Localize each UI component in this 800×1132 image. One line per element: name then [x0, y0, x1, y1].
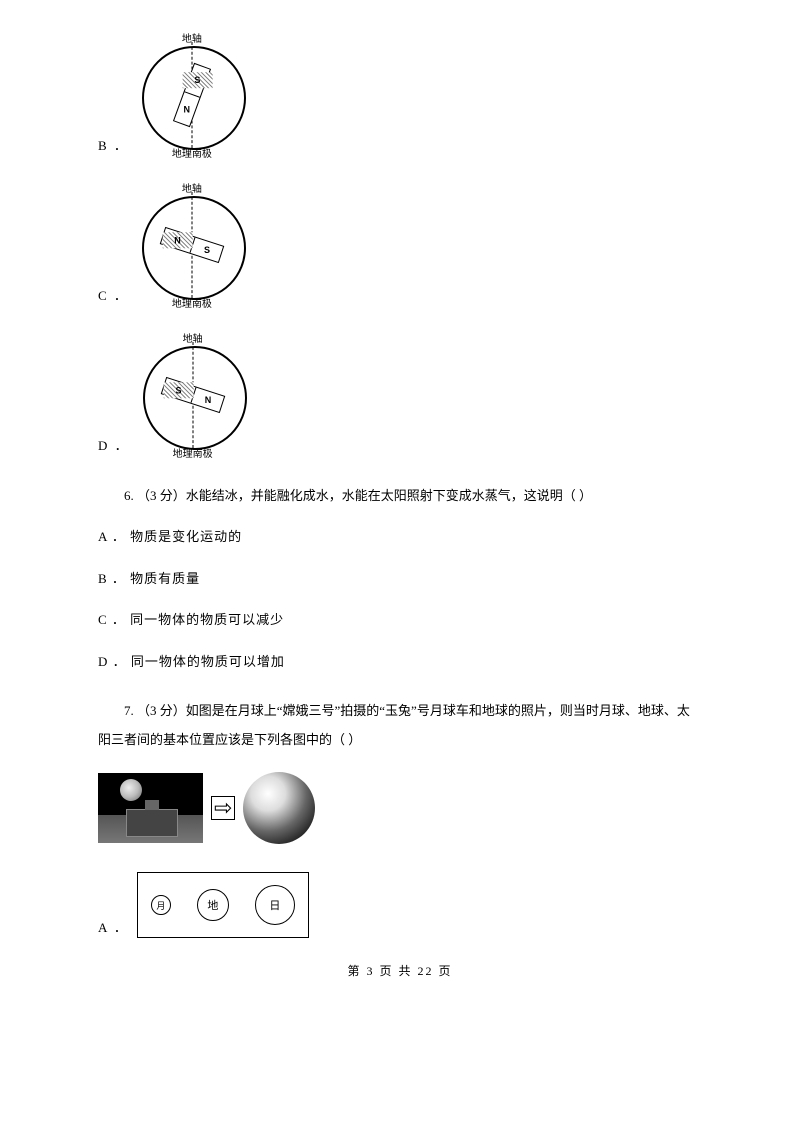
- magnet-s: S: [163, 382, 193, 398]
- option-b-label: B ．: [98, 135, 129, 160]
- q7-photo-row: ⇨: [98, 772, 730, 844]
- axis-bottom-label: 地理南极: [173, 445, 213, 460]
- axis-bottom-label: 地理南极: [172, 145, 212, 160]
- earth-diagram-b: 地轴 N S 地理南极: [137, 30, 247, 160]
- option-d-row: D ． 地轴 S N 地理南极: [98, 330, 730, 460]
- rover-icon: [126, 809, 178, 837]
- orbit-earth: 地: [197, 889, 229, 921]
- arrow-right-icon: ⇨: [211, 796, 235, 820]
- earth-in-sky-icon: [120, 779, 142, 801]
- earth-diagram-c: 地轴 N S 地理南极: [137, 180, 247, 310]
- magnet-n: N: [163, 232, 193, 248]
- option-b-row: B ． 地轴 N S 地理南极: [98, 30, 730, 160]
- option-c-row: C ． 地轴 N S 地理南极: [98, 180, 730, 310]
- magnet-s: S: [192, 242, 222, 258]
- moon-rover-photo: [98, 773, 203, 843]
- magnet-n: N: [192, 392, 222, 408]
- question-6-stem: 6. （3 分）水能结冰，并能融化成水，水能在太阳照射下变成水蒸气，这说明（ ）: [98, 484, 730, 507]
- q7-option-a-row: A ． 月 地 日: [98, 872, 730, 942]
- magnet-n: N: [172, 101, 202, 117]
- document-page: B ． 地轴 N S 地理南极 C ． 地轴 N S 地理南极: [0, 0, 800, 999]
- page-footer: 第 3 页 共 22 页: [70, 962, 730, 979]
- q6-option-b: B ． 物质有质量: [98, 567, 730, 590]
- orbit-diagram-a: 月 地 日: [137, 872, 309, 938]
- magnet-s: S: [182, 73, 212, 89]
- earth-diagram-d: 地轴 S N 地理南极: [138, 330, 248, 460]
- q6-option-a: A ． 物质是变化运动的: [98, 525, 730, 548]
- q6-option-d: D ． 同一物体的物质可以增加: [98, 650, 730, 673]
- option-d-label: D ．: [98, 435, 130, 460]
- axis-bottom-label: 地理南极: [172, 295, 212, 310]
- earth-photo: [243, 772, 315, 844]
- q7-option-a-label: A ．: [98, 917, 129, 942]
- option-c-label: C ．: [98, 285, 129, 310]
- orbit-moon: 月: [151, 895, 171, 915]
- q6-option-c: C ． 同一物体的物质可以减少: [98, 608, 730, 631]
- orbit-sun: 日: [255, 885, 295, 925]
- question-7-stem: 7. （3 分）如图是在月球上“嫦娥三号”拍摄的“玉兔”号月球车和地球的照片，则…: [98, 697, 702, 754]
